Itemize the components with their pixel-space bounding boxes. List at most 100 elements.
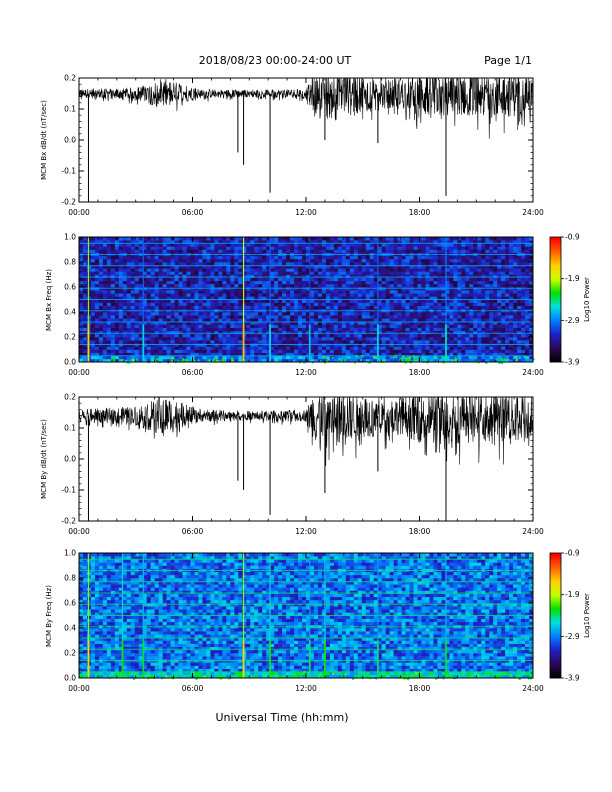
heatmap-cell <box>178 240 183 244</box>
heatmap-cell <box>118 274 124 278</box>
heatmap-cell <box>234 274 239 278</box>
heatmap-cell <box>238 315 243 319</box>
heatmap-cell <box>413 333 418 338</box>
heatmap-cell <box>385 305 390 310</box>
heatmap-cell <box>226 330 231 335</box>
heatmap-cell <box>206 277 211 282</box>
heatmap-cell <box>529 280 534 285</box>
heatmap-cell <box>210 299 215 303</box>
heatmap-cell <box>409 333 414 338</box>
heatmap-cell <box>377 283 382 288</box>
heatmap-cell <box>294 262 299 266</box>
heatmap-cell <box>493 299 498 303</box>
heatmap-cell <box>429 249 434 253</box>
heatmap-cell <box>461 327 466 332</box>
heatmap-cell <box>509 265 514 269</box>
heatmap-cell <box>317 355 323 360</box>
heatmap-cell <box>118 249 124 253</box>
heatmap-cell <box>270 243 275 247</box>
heatmap-cell <box>497 277 502 282</box>
heatmap-cell <box>222 352 227 357</box>
heatmap-cell <box>166 324 171 328</box>
heatmap-cell <box>190 302 195 307</box>
heatmap-cell <box>186 337 191 341</box>
heatmap-cell <box>270 277 275 282</box>
heatmap-cell <box>493 349 498 353</box>
heatmap-cell <box>433 305 438 310</box>
heatmap-cell <box>142 327 147 332</box>
heatmap-cell <box>186 296 191 300</box>
heatmap-cell <box>206 337 211 341</box>
heatmap-cell <box>82 346 88 350</box>
heatmap-cell <box>306 355 311 360</box>
heatmap-cell <box>202 262 207 266</box>
heatmap-cell <box>409 349 414 353</box>
heatmap-cell <box>118 268 124 272</box>
heatmap-cell <box>393 258 398 263</box>
heatmap-cell <box>309 258 315 263</box>
heatmap-cell <box>206 268 211 272</box>
heatmap-cell <box>345 268 351 272</box>
heatmap-cell <box>230 333 235 338</box>
heatmap-cell <box>385 293 390 297</box>
heatmap-cell <box>218 315 223 319</box>
heatmap-cell <box>485 255 490 260</box>
heatmap-cell <box>337 243 343 247</box>
heatmap-cell <box>449 280 454 285</box>
heatmap-cell <box>425 246 430 250</box>
heatmap-cell <box>98 352 104 357</box>
heatmap-cell <box>86 249 92 253</box>
heatmap-cell <box>337 340 343 344</box>
heatmap-cell <box>86 315 92 319</box>
heatmap-cell <box>517 327 522 332</box>
heatmap-cell <box>497 346 502 350</box>
heatmap-cell <box>349 346 355 350</box>
heatmap-cell <box>302 243 307 247</box>
heatmap-cell <box>373 249 378 253</box>
heatmap-cell <box>154 246 159 250</box>
heatmap-cell <box>405 299 410 303</box>
heatmap-cell <box>214 352 219 357</box>
heatmap-cell <box>230 262 235 266</box>
heatmap-cell <box>266 327 271 332</box>
heatmap-cell <box>389 312 394 316</box>
heatmap-cell <box>525 352 530 357</box>
heatmap-cell <box>413 274 418 278</box>
heatmap-cell <box>457 358 462 363</box>
heatmap-cell <box>433 321 438 325</box>
heatmap-cell <box>397 358 402 363</box>
heatmap-cell <box>94 315 100 319</box>
heatmap-cell <box>182 318 187 322</box>
heatmap-cell <box>449 312 454 316</box>
heatmap-cell <box>477 330 482 335</box>
heatmap-cell <box>290 240 295 244</box>
heatmap-cell <box>138 337 144 341</box>
heatmap-burst <box>338 357 341 360</box>
heatmap-cell <box>250 240 255 244</box>
heatmap-cell <box>182 262 187 266</box>
heatmap-cell <box>90 271 96 275</box>
heatmap-cell <box>198 262 203 266</box>
heatmap-cell <box>290 358 295 363</box>
heatmap-cell <box>453 293 458 297</box>
heatmap-cell <box>521 330 526 335</box>
heatmap-cell <box>485 265 490 269</box>
heatmap-cell <box>509 296 514 300</box>
heatmap-cell <box>373 262 378 266</box>
heatmap-cell <box>469 277 474 282</box>
heatmap-cell <box>122 327 128 332</box>
heatmap-cell <box>425 330 430 335</box>
heatmap-cell <box>130 258 136 263</box>
heatmap-cell <box>142 240 147 244</box>
heatmap-cell <box>469 327 474 332</box>
heatmap-cell <box>489 333 494 338</box>
heatmap-cell <box>94 274 100 278</box>
heatmap-cell <box>146 258 151 263</box>
heatmap-cell <box>385 312 390 316</box>
heatmap-cell <box>489 321 494 325</box>
heatmap-cell <box>206 352 211 357</box>
heatmap-cell <box>162 290 167 294</box>
heatmap-cell <box>385 277 390 282</box>
heatmap-cell <box>250 237 255 241</box>
heatmap-cell <box>373 237 378 241</box>
